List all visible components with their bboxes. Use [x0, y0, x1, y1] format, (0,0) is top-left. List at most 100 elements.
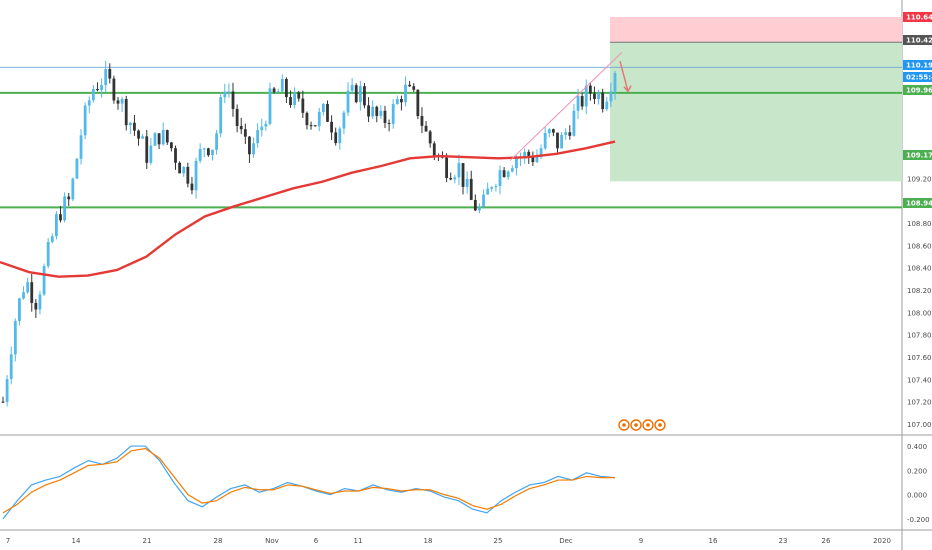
candle	[510, 168, 514, 172]
candle	[186, 166, 190, 184]
price-tag	[903, 35, 932, 45]
candle	[412, 86, 416, 90]
candle	[523, 151, 527, 158]
moving-average-line	[0, 140, 616, 278]
candle	[194, 160, 198, 191]
candle	[313, 125, 317, 127]
candle	[87, 100, 91, 106]
candle	[18, 298, 21, 321]
candle	[597, 92, 600, 99]
candle	[350, 85, 354, 91]
candle	[153, 133, 157, 146]
candle	[601, 92, 605, 110]
candle	[346, 90, 350, 113]
price-tag-label: 109.174	[906, 152, 932, 160]
candle	[227, 91, 231, 93]
candle	[108, 68, 112, 79]
candle	[498, 170, 502, 187]
candle	[478, 206, 481, 211]
candle	[297, 92, 301, 99]
candle	[367, 105, 370, 117]
time-tick-label: 6	[314, 537, 319, 545]
candle	[38, 294, 42, 310]
candle	[371, 106, 375, 117]
candle	[387, 122, 391, 125]
candle	[137, 130, 140, 139]
candle	[252, 143, 255, 155]
candle	[543, 133, 547, 149]
oscillator-plot	[2, 445, 616, 520]
candle	[490, 187, 494, 189]
candle	[432, 143, 436, 156]
candle	[400, 98, 403, 103]
candle	[22, 292, 25, 299]
candle	[506, 171, 510, 177]
time-tick-label: 18	[424, 537, 433, 545]
candle	[149, 145, 153, 163]
oscillator-tick-label: -0.200	[907, 516, 930, 524]
candle	[391, 103, 395, 125]
time-tick-label: 28	[214, 537, 223, 545]
candle	[256, 130, 260, 144]
price-tag	[903, 12, 932, 22]
time-tick-label: Dec	[559, 537, 573, 545]
stop-loss-zone	[610, 17, 902, 43]
candle	[424, 125, 428, 132]
price-tag-label: 110.196	[906, 62, 932, 70]
time-tick-label: 21	[143, 537, 152, 545]
candle	[63, 196, 67, 221]
candle	[539, 148, 543, 158]
candle	[235, 108, 239, 127]
candle	[580, 96, 584, 107]
event-marker-dot	[622, 423, 626, 427]
candle	[124, 99, 128, 126]
time-tick-label: 16	[709, 537, 718, 545]
time-tick-label: 23	[779, 537, 788, 545]
price-tick-label: 108.400	[907, 265, 932, 273]
candle	[502, 170, 506, 177]
price-tag	[903, 60, 932, 70]
time-axis[interactable]: 7 14 21 28 Nov 6 11 18 25 Dec 9 16 23 26 2020	[6, 537, 891, 545]
candle	[206, 148, 210, 156]
candle	[182, 166, 186, 174]
candle	[100, 85, 103, 91]
candle	[26, 282, 30, 293]
candle	[531, 156, 535, 163]
candle	[494, 186, 498, 188]
candle	[605, 101, 609, 110]
candle	[215, 133, 218, 150]
candle	[50, 236, 54, 242]
candle	[59, 214, 62, 221]
candle	[9, 354, 13, 380]
time-tick-label: 25	[494, 537, 503, 545]
candle	[338, 128, 342, 144]
candle	[342, 112, 346, 129]
candle	[416, 89, 420, 117]
candle	[83, 105, 87, 136]
candle	[190, 183, 194, 191]
price-tag	[903, 150, 932, 160]
price-tag-label: 02:55:46	[906, 74, 932, 82]
price-axis[interactable]: 109.200109.000108.800108.600108.400108.2…	[903, 12, 932, 524]
candle	[165, 130, 169, 143]
time-tick-label: 9	[639, 537, 643, 545]
price-tick-label: 107.800	[907, 332, 932, 340]
candle	[428, 131, 432, 144]
candle	[268, 88, 272, 124]
price-tag-label: 110.420	[906, 37, 932, 45]
candle	[248, 136, 251, 155]
candle	[260, 126, 264, 131]
candle	[46, 241, 50, 267]
price-tick-label: 108.600	[907, 242, 932, 250]
candle	[71, 178, 75, 200]
candle	[145, 136, 149, 163]
candle	[1, 401, 5, 403]
candle	[96, 88, 99, 91]
price-tag	[903, 198, 932, 208]
candle	[445, 157, 448, 179]
candle	[79, 135, 83, 159]
candle	[588, 85, 592, 94]
price-tick-label: 107.600	[907, 354, 932, 362]
candle	[30, 282, 34, 303]
